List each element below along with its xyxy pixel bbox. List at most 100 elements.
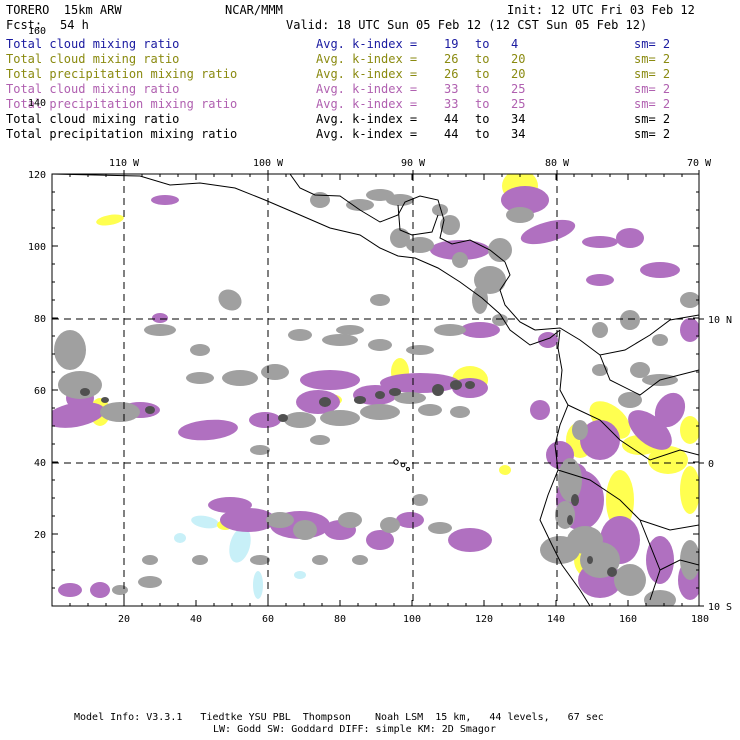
map-content [52, 174, 699, 606]
cloud-blob [586, 274, 614, 286]
cloud-blob [488, 238, 512, 262]
cloud-blob [630, 362, 650, 378]
amazon-border [567, 404, 699, 461]
cloud-blob [418, 404, 442, 416]
legend-index-label: Avg. k-index = [316, 82, 418, 96]
cloud-blob [278, 414, 288, 422]
axis-labels: 2040608010012014016018020022024026028030… [28, 26, 732, 625]
cloud-blob [380, 517, 400, 533]
cloud-blob [249, 412, 281, 428]
cloud-blob [346, 199, 374, 211]
legend-value-low: 20 [511, 67, 526, 81]
cloud-blob [430, 240, 490, 260]
cloud-blob [628, 410, 672, 450]
legend-value-low: 34 [511, 112, 526, 126]
cloud-blob [152, 313, 168, 323]
legend-index-label: Avg. k-index = [316, 67, 418, 81]
cloud-blob [52, 402, 105, 428]
cyan-cloud-layer [174, 515, 306, 599]
cloud-blob [506, 207, 534, 223]
legend-field: Total precipitation mixing ratio [6, 67, 238, 81]
cloud-blob [680, 318, 699, 342]
cloud-blob [144, 324, 176, 336]
cloud-blob [229, 527, 251, 563]
purple-cloud-layer [52, 186, 699, 600]
footer-physics-info: LW: Godd SW: Goddard DIFF: simple KM: 2D… [213, 724, 496, 735]
cloud-blob [294, 571, 306, 579]
legend-value-high: 33 [444, 82, 459, 96]
cloud-blob [587, 556, 593, 564]
cloud-blob [310, 192, 330, 208]
legend-field: Total precipitation mixing ratio [6, 97, 238, 111]
legend-index-label: Avg. k-index = [316, 97, 418, 111]
cloud-blob [520, 219, 576, 245]
y-tick-label: 160 [28, 26, 46, 37]
cloud-blob [151, 195, 179, 205]
legend-smoothing: sm= 2 [634, 67, 671, 81]
legend-smoothing: sm= 2 [634, 82, 671, 96]
y-tick-label: 100 [28, 242, 46, 253]
cloud-blob [640, 262, 680, 278]
cloud-blob [396, 512, 424, 528]
x-tick-label: 100 [403, 614, 421, 625]
cloud-blob [390, 228, 410, 248]
cloud-blob [618, 392, 642, 408]
x-tick-label: 80 [334, 614, 346, 625]
cloud-blob [322, 334, 358, 346]
cloud-blob [680, 292, 699, 308]
legend-smoothing: sm= 2 [634, 37, 671, 51]
legend-index-label: Avg. k-index = [316, 127, 418, 141]
colombia-coast [539, 329, 591, 606]
cloud-blob [572, 420, 588, 440]
cloud-blob [310, 435, 330, 445]
cloud-blob [460, 322, 500, 338]
org-label: NCAR/MMM [225, 3, 283, 17]
cloud-blob [174, 533, 186, 543]
fcst-value: 54 h [60, 18, 89, 32]
cloud-blob [96, 214, 124, 226]
bolivia [659, 559, 699, 571]
legend-field: Total precipitation mixing ratio [6, 127, 238, 141]
cloud-blob [680, 416, 699, 444]
legend-field: Total cloud mixing ratio [6, 37, 180, 51]
legend-smoothing: sm= 2 [634, 127, 671, 141]
galapagos-islands [393, 459, 410, 471]
cloud-blob [530, 400, 550, 420]
cloud-blob [567, 515, 573, 525]
legend-value-high: 19 [444, 37, 459, 51]
cloud-blob [654, 392, 686, 428]
legend-value-low: 25 [511, 97, 526, 111]
cloud-blob [191, 515, 219, 529]
legend-index-label: Avg. k-index = [316, 112, 418, 126]
cloud-blob [142, 555, 158, 565]
init-time: Init: 12 UTC Fri 03 Feb 12 [507, 3, 695, 17]
latitude-label: 10 N [708, 315, 732, 326]
legend-value-high: 26 [444, 52, 459, 66]
cloud-blob [190, 344, 210, 356]
x-tick-label: 140 [547, 614, 565, 625]
legend-field: Total cloud mixing ratio [6, 52, 180, 66]
legend-value-high: 26 [444, 67, 459, 81]
y-tick-label: 80 [34, 314, 46, 325]
cloud-blob [474, 266, 506, 294]
cloud-blob [319, 397, 331, 407]
cloud-blob [352, 555, 368, 565]
valid-time: Valid: 18 UTC Sun 05 Feb 12 (12 CST Sun … [286, 18, 648, 32]
coastlines [52, 174, 699, 606]
cloud-blob [261, 364, 289, 380]
cloud-blob [680, 466, 699, 514]
longitude-label: 70 W [687, 158, 712, 169]
cloud-blob [208, 497, 252, 513]
cloud-blob [186, 372, 214, 384]
legend-value-low: 25 [511, 82, 526, 96]
cloud-blob [80, 388, 90, 396]
cloud-blob [250, 555, 270, 565]
cloud-blob [440, 215, 460, 235]
cloud-blob [100, 402, 140, 422]
cloud-blob [360, 404, 400, 420]
cloud-blob [336, 325, 364, 335]
cloud-blob [58, 371, 102, 399]
latitude-label: 0 [708, 459, 714, 470]
cloud-blob [406, 237, 434, 253]
dark-cloud-layer [80, 380, 617, 577]
